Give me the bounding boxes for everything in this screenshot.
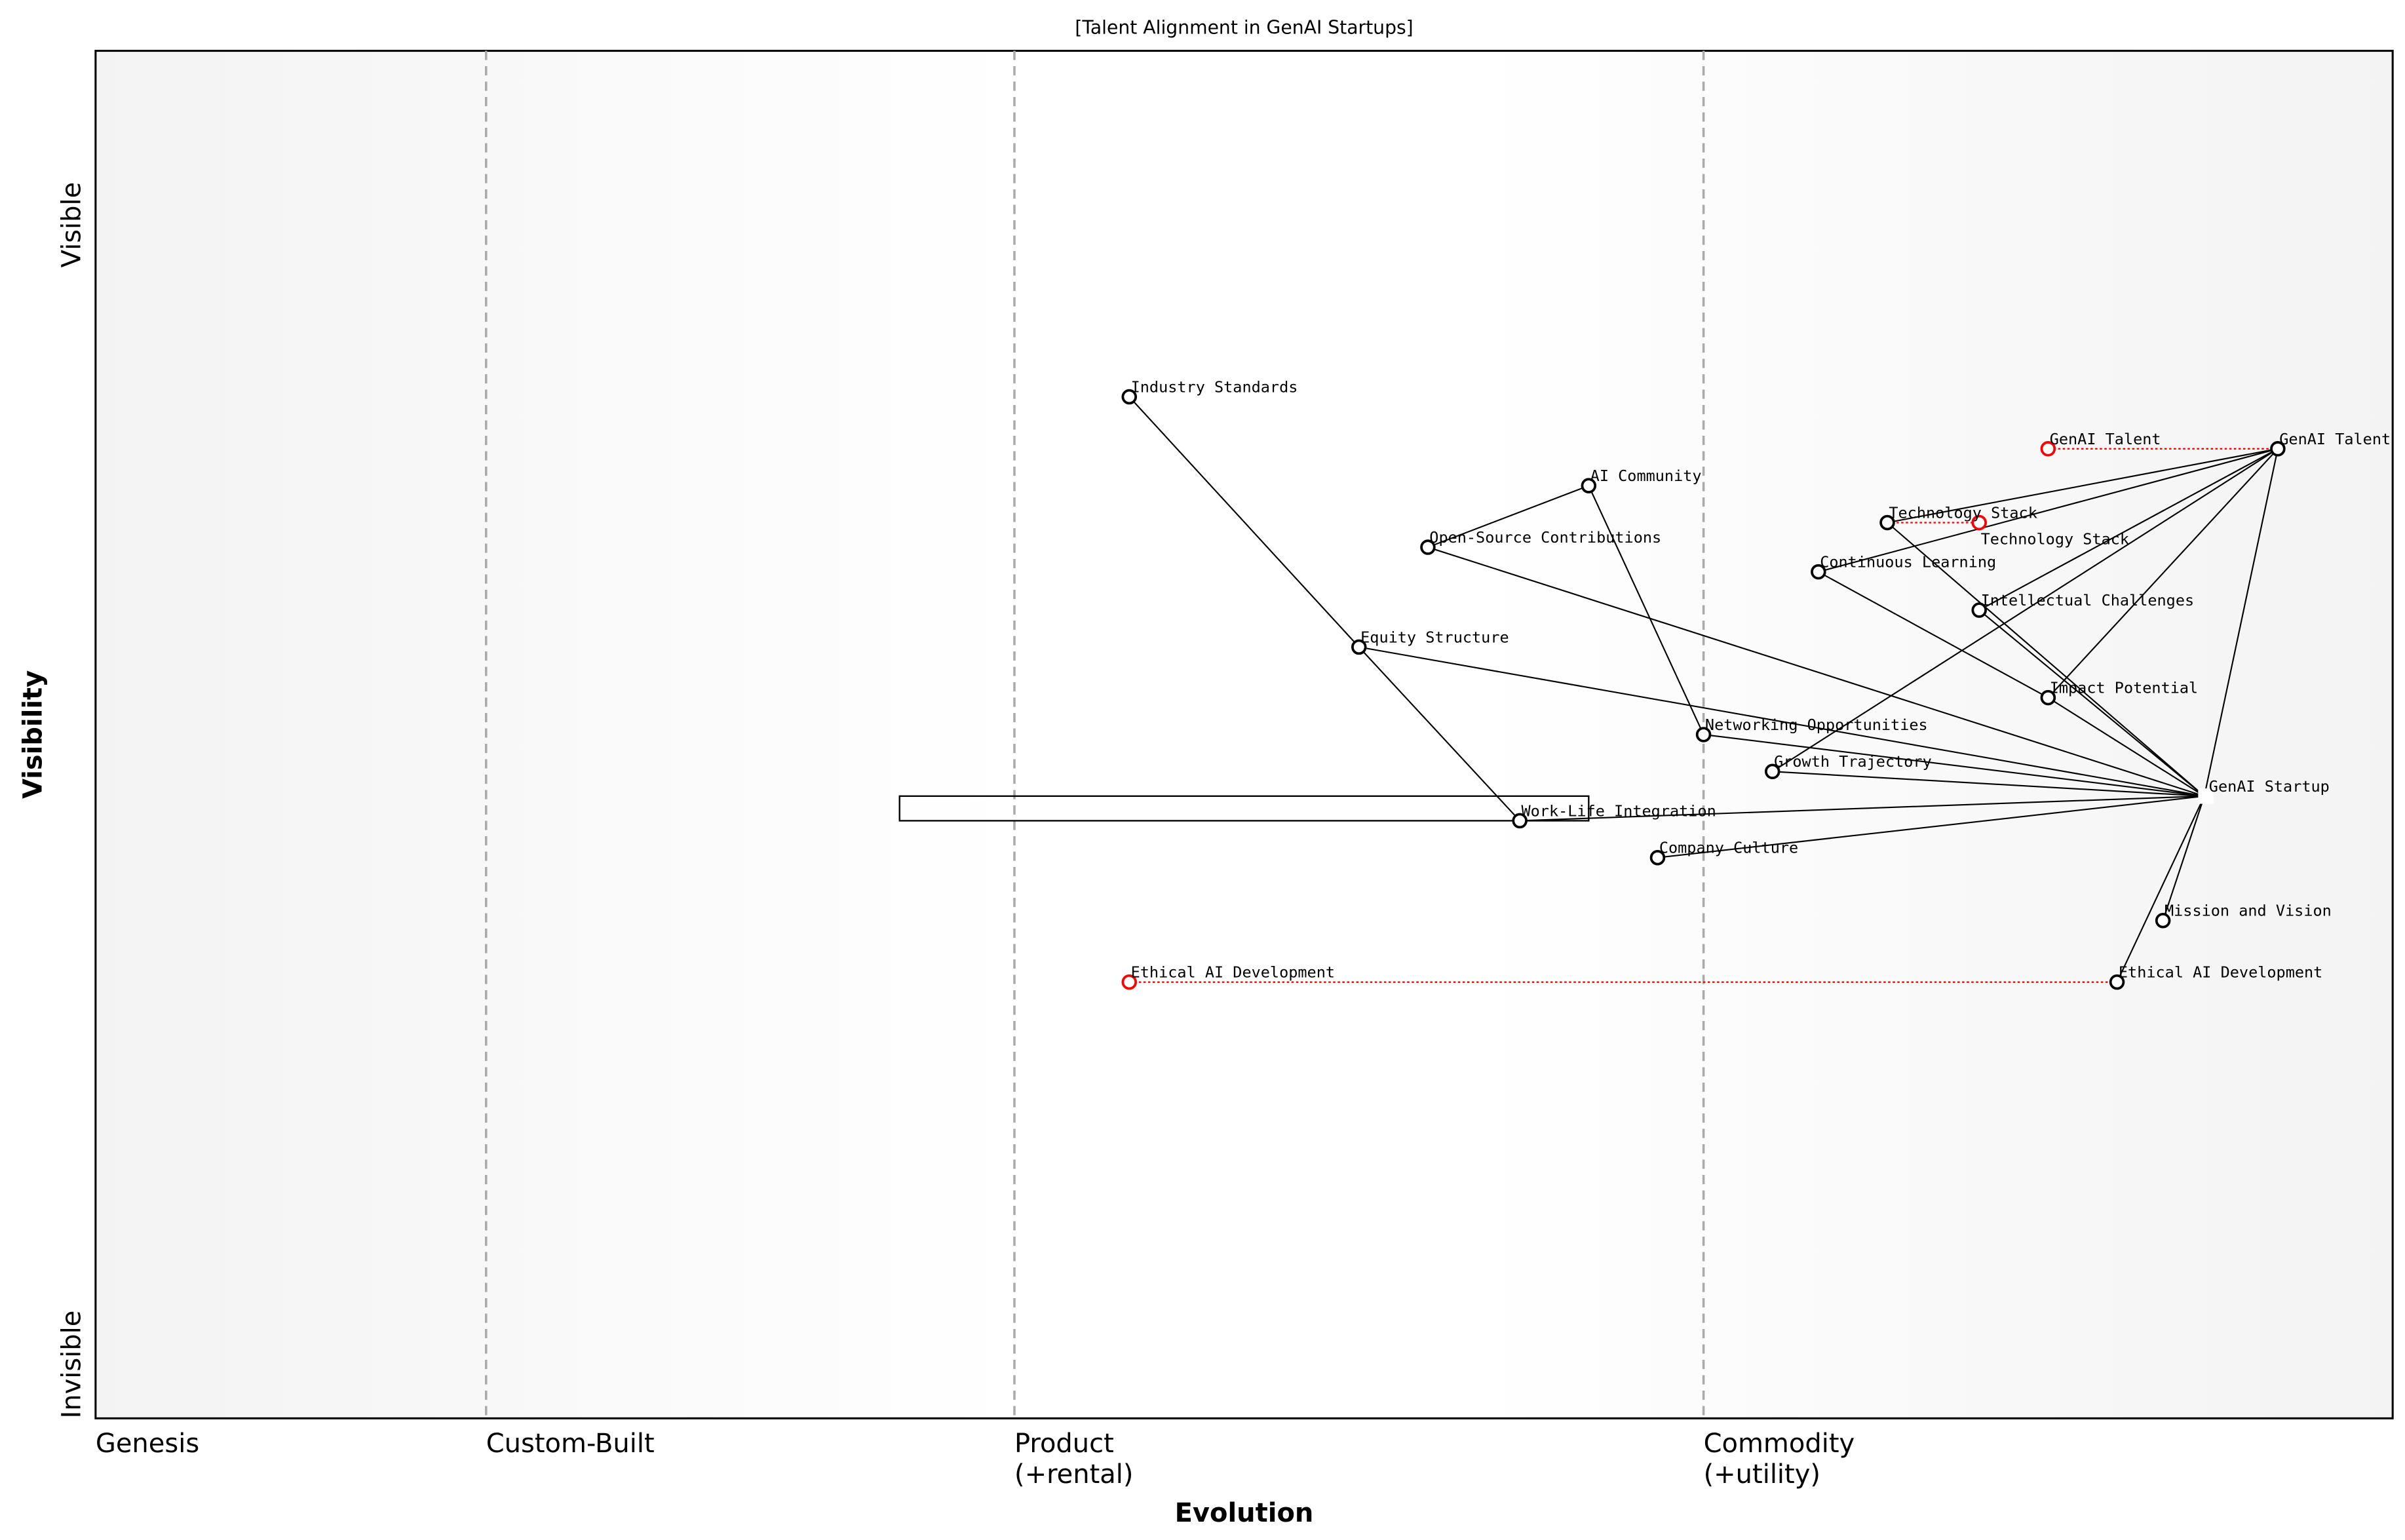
link-line <box>2203 448 2279 797</box>
component-label: Ethical AI Development <box>2119 963 2322 982</box>
component-label: Impact Potential <box>2050 679 2198 697</box>
link-line <box>1520 795 2204 822</box>
component-label: Open-Source Contributions <box>1429 528 1661 547</box>
link-line <box>1703 733 2204 797</box>
link-line <box>1427 485 1589 549</box>
pipeline-box <box>898 795 1590 822</box>
component-label: Company Culture <box>1659 839 1798 857</box>
link-line <box>1978 609 2205 797</box>
evolved-component-label: Technology Stack <box>1981 529 2129 548</box>
link-line <box>1818 571 2049 699</box>
link-line <box>1818 448 2279 573</box>
stage-label: Genesis <box>96 1429 199 1459</box>
link-line <box>1427 547 2205 797</box>
anchor-label: GenAI Startup <box>2209 777 2330 796</box>
component-label: Technology Stack <box>1889 503 2037 522</box>
component-marker <box>1121 389 1138 405</box>
evolved-component-marker <box>2040 441 2056 457</box>
component-marker <box>2040 689 2056 706</box>
component-marker <box>1764 763 1780 780</box>
y-axis-bottom: Invisible <box>56 1311 87 1419</box>
evolved-component-marker <box>1121 974 1138 990</box>
stage-label: Custom-Built <box>486 1429 655 1459</box>
link-line <box>1128 396 1360 648</box>
map-title: [Talent Alignment in GenAI Startups] <box>1075 17 1413 39</box>
link-line <box>1887 448 2279 524</box>
link-line <box>1772 448 2279 773</box>
link-line <box>1358 646 1520 822</box>
component-marker <box>2109 974 2125 990</box>
plot-area <box>94 50 2394 1419</box>
component-marker <box>1420 539 1436 555</box>
component-label: Work-Life Integration <box>1522 801 1716 820</box>
component-marker <box>1811 564 1826 580</box>
stage-label: Product <box>1014 1429 1114 1459</box>
anchor-marker <box>2198 788 2214 804</box>
link-line <box>1978 448 2279 611</box>
link-line <box>1358 646 2204 797</box>
component-label: GenAI Talent <box>2279 430 2391 448</box>
component-label: Growth Trajectory <box>1774 752 1932 771</box>
component-marker <box>1695 727 1712 742</box>
evolved-component-label: Ethical AI Development <box>1131 963 1335 982</box>
component-marker <box>2270 441 2286 457</box>
y-axis-top: Visible <box>56 182 87 267</box>
component-marker <box>1581 478 1597 493</box>
component-label: Mission and Vision <box>2164 902 2332 920</box>
component-marker <box>1879 514 1895 531</box>
link-line <box>1588 485 1704 735</box>
stage-sublabel: (+rental) <box>1014 1459 1134 1490</box>
component-label: Equity Structure <box>1360 628 1509 646</box>
component-marker <box>1512 813 1528 829</box>
link-line <box>1887 522 2205 797</box>
x-axis-label: Evolution <box>1175 1498 1314 1528</box>
link-line <box>2047 697 2205 797</box>
y-axis-label: Visibility <box>18 670 48 799</box>
link-line <box>2047 448 2279 699</box>
evolved-component-marker <box>1971 514 1987 531</box>
stage-label: Commodity <box>1704 1429 1855 1459</box>
component-marker <box>1971 602 1987 618</box>
component-label: AI Community <box>1590 467 1702 485</box>
link-line <box>2162 796 2205 921</box>
stage-sublabel: (+utility) <box>1704 1459 1820 1490</box>
component-label: Industry Standards <box>1131 377 1298 396</box>
component-label: Continuous Learning <box>1820 553 1996 571</box>
link-line <box>1772 771 2204 797</box>
component-marker <box>1351 639 1367 655</box>
component-marker <box>2155 913 2171 929</box>
link-line <box>1657 795 2204 858</box>
component-label: Networking Opportunities <box>1705 716 1928 734</box>
evolved-component-label: GenAI Talent <box>2050 430 2161 448</box>
component-marker <box>1649 850 1666 866</box>
component-label: Intellectual Challenges <box>1981 591 2195 609</box>
link-line <box>2116 796 2205 983</box>
